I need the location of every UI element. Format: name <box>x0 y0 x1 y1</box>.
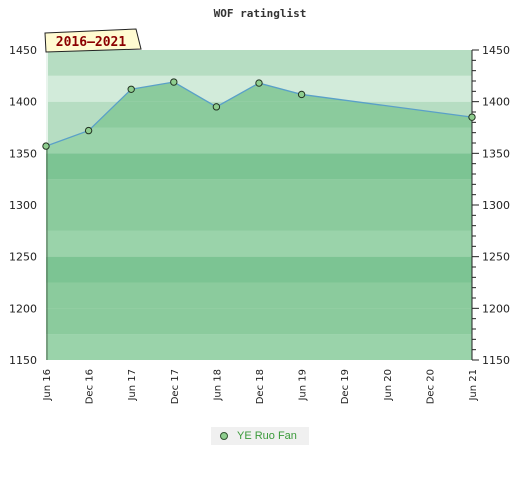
data-point <box>127 85 135 93</box>
y-tick-label-right: 1200 <box>482 302 510 315</box>
x-tick-label: Jun 18 <box>212 369 223 402</box>
area-band <box>46 334 472 360</box>
legend: YE Ruo Fan <box>211 427 309 445</box>
y-axis-left: 1150 1200 1250 1300 1350 1400 1450 <box>9 44 37 367</box>
area-bands <box>46 82 472 360</box>
x-tick-label: Dec 17 <box>170 369 181 404</box>
y-tick-label-right: 1300 <box>482 199 510 212</box>
period-badge-box <box>44 28 142 53</box>
y-tick-label-right: 1150 <box>482 354 510 367</box>
period-badge: 2016–2021 <box>44 28 142 53</box>
chart-title: WOF ratinglist <box>214 7 307 20</box>
y-tick-label-right: 1450 <box>482 44 510 57</box>
x-tick-label: Jun 20 <box>383 369 394 402</box>
x-tick-label: Jun 19 <box>298 369 309 402</box>
background-band <box>46 50 472 76</box>
data-points <box>42 78 476 150</box>
area-band <box>46 127 472 154</box>
x-tick-label: Dec 20 <box>425 369 436 404</box>
legend-label: YE Ruo Fan <box>237 430 297 442</box>
data-point <box>84 126 93 135</box>
x-tick-label: Dec 18 <box>255 369 266 404</box>
area-band <box>46 230 472 257</box>
y-tick-label-right: 1350 <box>482 147 510 160</box>
legend-marker-icon <box>220 432 228 440</box>
data-point <box>297 90 306 99</box>
y-tick-label: 1350 <box>9 147 37 160</box>
y-tick-label-right: 1400 <box>482 96 510 109</box>
x-axis: Jun 16 Dec 16 Jun 17 Dec 17 Jun 18 Dec 18 Jun … <box>42 369 479 404</box>
x-tick-label: Jun 17 <box>127 369 138 402</box>
y-tick-label: 1200 <box>9 302 37 315</box>
y-axis-right: 1150 1200 1250 1300 1350 1400 1450 <box>471 44 510 367</box>
y-tick-label: 1400 <box>9 96 37 109</box>
x-tick-label: Dec 19 <box>340 369 351 404</box>
area-band <box>46 179 472 205</box>
period-label: 2016–2021 <box>56 35 127 50</box>
area-band <box>46 308 472 335</box>
area-band <box>46 153 472 180</box>
area-band <box>46 205 472 231</box>
data-point <box>42 142 50 150</box>
area-band <box>46 256 472 283</box>
data-point <box>170 78 178 86</box>
rating-area-layer <box>45 81 473 360</box>
y-tick-label: 1150 <box>9 354 37 367</box>
rating-line <box>45 81 473 147</box>
area-band <box>46 282 472 309</box>
y-tick-label: 1450 <box>9 44 37 57</box>
y-tick-label-right: 1250 <box>482 251 510 264</box>
x-tick-label: Jun 16 <box>42 369 53 402</box>
data-point <box>212 103 221 111</box>
data-point <box>468 113 476 121</box>
y-tick-label: 1300 <box>9 199 37 212</box>
y-tick-label: 1250 <box>9 251 37 264</box>
x-tick-label: Dec 16 <box>85 369 96 404</box>
x-tick-label: Jun 21 <box>468 369 479 402</box>
data-point <box>255 79 263 87</box>
